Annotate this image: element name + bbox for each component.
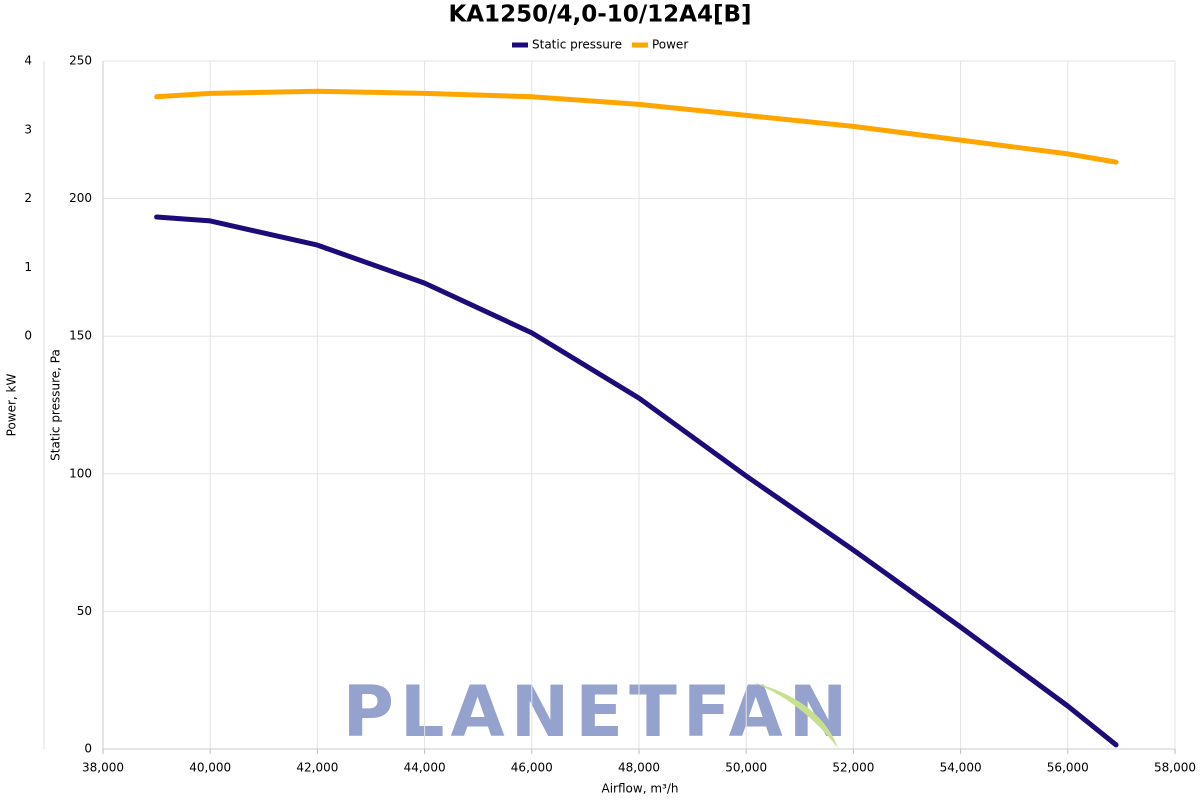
y-tick-label: 150 [69,329,92,343]
x-axis-label: Airflow, m³/h [602,782,679,796]
legend-label: Static pressure [532,38,622,52]
watermark: PLANETFAN [343,671,854,753]
y-tick-label: 200 [69,191,92,205]
y2-tick-label: 3 [24,122,32,136]
x-tick-label: 58,000 [1154,761,1196,775]
x-tick-label: 42,000 [296,761,338,775]
series-line [154,88,1119,165]
x-tick-label: 46,000 [511,761,553,775]
x-tick-label: 40,000 [189,761,231,775]
y2-axis-label: Power, kW [5,374,19,437]
x-tick-label: 50,000 [725,761,767,775]
y-tick-label: 50 [77,604,92,618]
legend-label: Power [652,38,688,52]
y-axis-label: Static pressure, Pa [49,349,63,461]
chart-title: KA1250/4,0-10/12A4[B] [448,2,751,28]
y2-tick-label: 2 [24,191,32,205]
y-tick-label: 0 [84,742,92,756]
x-tick-label: 38,000 [82,761,124,775]
x-tick-label: 52,000 [832,761,874,775]
y-tick-label: 250 [69,54,92,68]
x-tick-label: 56,000 [1047,761,1089,775]
y2-tick-label: 1 [24,260,32,274]
x-tick-label: 54,000 [940,761,982,775]
x-tick-label: 48,000 [618,761,660,775]
y2-tick-label: 0 [24,329,32,343]
series-line [154,214,1119,748]
x-tick-label: 44,000 [404,761,446,775]
y2-tick-label: 4 [24,54,32,68]
y-tick-label: 100 [69,466,92,480]
